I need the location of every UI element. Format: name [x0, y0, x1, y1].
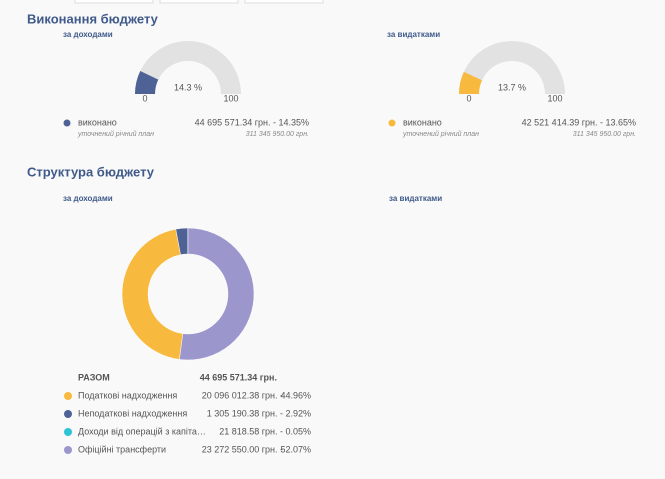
tick-label: 0: [142, 93, 147, 103]
legend-percent: 44.96%: [280, 390, 311, 400]
legend-dot: [64, 392, 72, 400]
gauge-track: [135, 41, 241, 94]
gauge-track: [459, 41, 565, 94]
tick-label: 100: [547, 93, 562, 103]
legend-dot: [64, 410, 72, 418]
legend-amount: 44 695 571.34 грн. - 14.35%: [195, 117, 309, 127]
legend-amount: 42 521 414.39 грн. - 13.65%: [522, 117, 636, 127]
legend-dot: [64, 446, 72, 454]
legend-name: Офіційні трансферти: [78, 444, 166, 454]
donut-segment: [179, 227, 255, 361]
plan-label: уточнений річний план: [402, 130, 479, 138]
legend-amount: 1 305 190.38 грн. -: [207, 408, 283, 418]
legend-name: Податкові надходження: [78, 390, 177, 400]
legend-amount: 23 272 550.00 грн. -: [202, 444, 283, 454]
chart-title: за доходами: [63, 194, 113, 203]
legend-name: виконано: [78, 117, 117, 127]
total-amount: 44 695 571.34 грн.: [200, 372, 277, 382]
tab[interactable]: [244, 0, 324, 4]
tab[interactable]: [74, 0, 154, 4]
plan-label: уточнений річний план: [77, 130, 154, 138]
donut-segment: [121, 228, 184, 360]
legend-percent: 0.05%: [285, 426, 311, 436]
chart-title: за доходами: [63, 30, 113, 39]
gauge-label: 14.3 %: [174, 82, 202, 92]
legend-name: Неподаткові надходження: [78, 408, 187, 418]
chart-title: за видатками: [387, 30, 440, 39]
legend-amount: 20 096 012.38 грн. -: [202, 390, 283, 400]
legend-amount: 21 818.58 грн. -: [219, 426, 283, 436]
total-label: РАЗОМ: [78, 372, 110, 382]
legend-name: Доходи від операцій з капіта…: [78, 426, 206, 436]
legend-percent: 2.92%: [285, 408, 311, 418]
legend-dot: [64, 428, 72, 436]
gauge-label: 13.7 %: [498, 82, 526, 92]
gauge-value: [459, 71, 483, 94]
tick-label: 100: [223, 93, 238, 103]
legend-name: виконано: [403, 117, 442, 127]
legend-percent: 52.07%: [280, 444, 311, 454]
section-title: Виконання бюджету: [27, 11, 159, 26]
chart-title: за видатками: [389, 194, 442, 203]
tick-label: 0: [466, 93, 471, 103]
section-title: Структура бюджету: [27, 164, 155, 179]
plan-amount: 311 345 950.00 грн.: [573, 131, 636, 138]
gauge-value: [135, 70, 159, 94]
plan-amount: 311 345 950.00 грн.: [246, 131, 309, 138]
legend-dot: [63, 119, 71, 127]
tab[interactable]: [159, 0, 239, 4]
legend-dot: [388, 119, 396, 127]
